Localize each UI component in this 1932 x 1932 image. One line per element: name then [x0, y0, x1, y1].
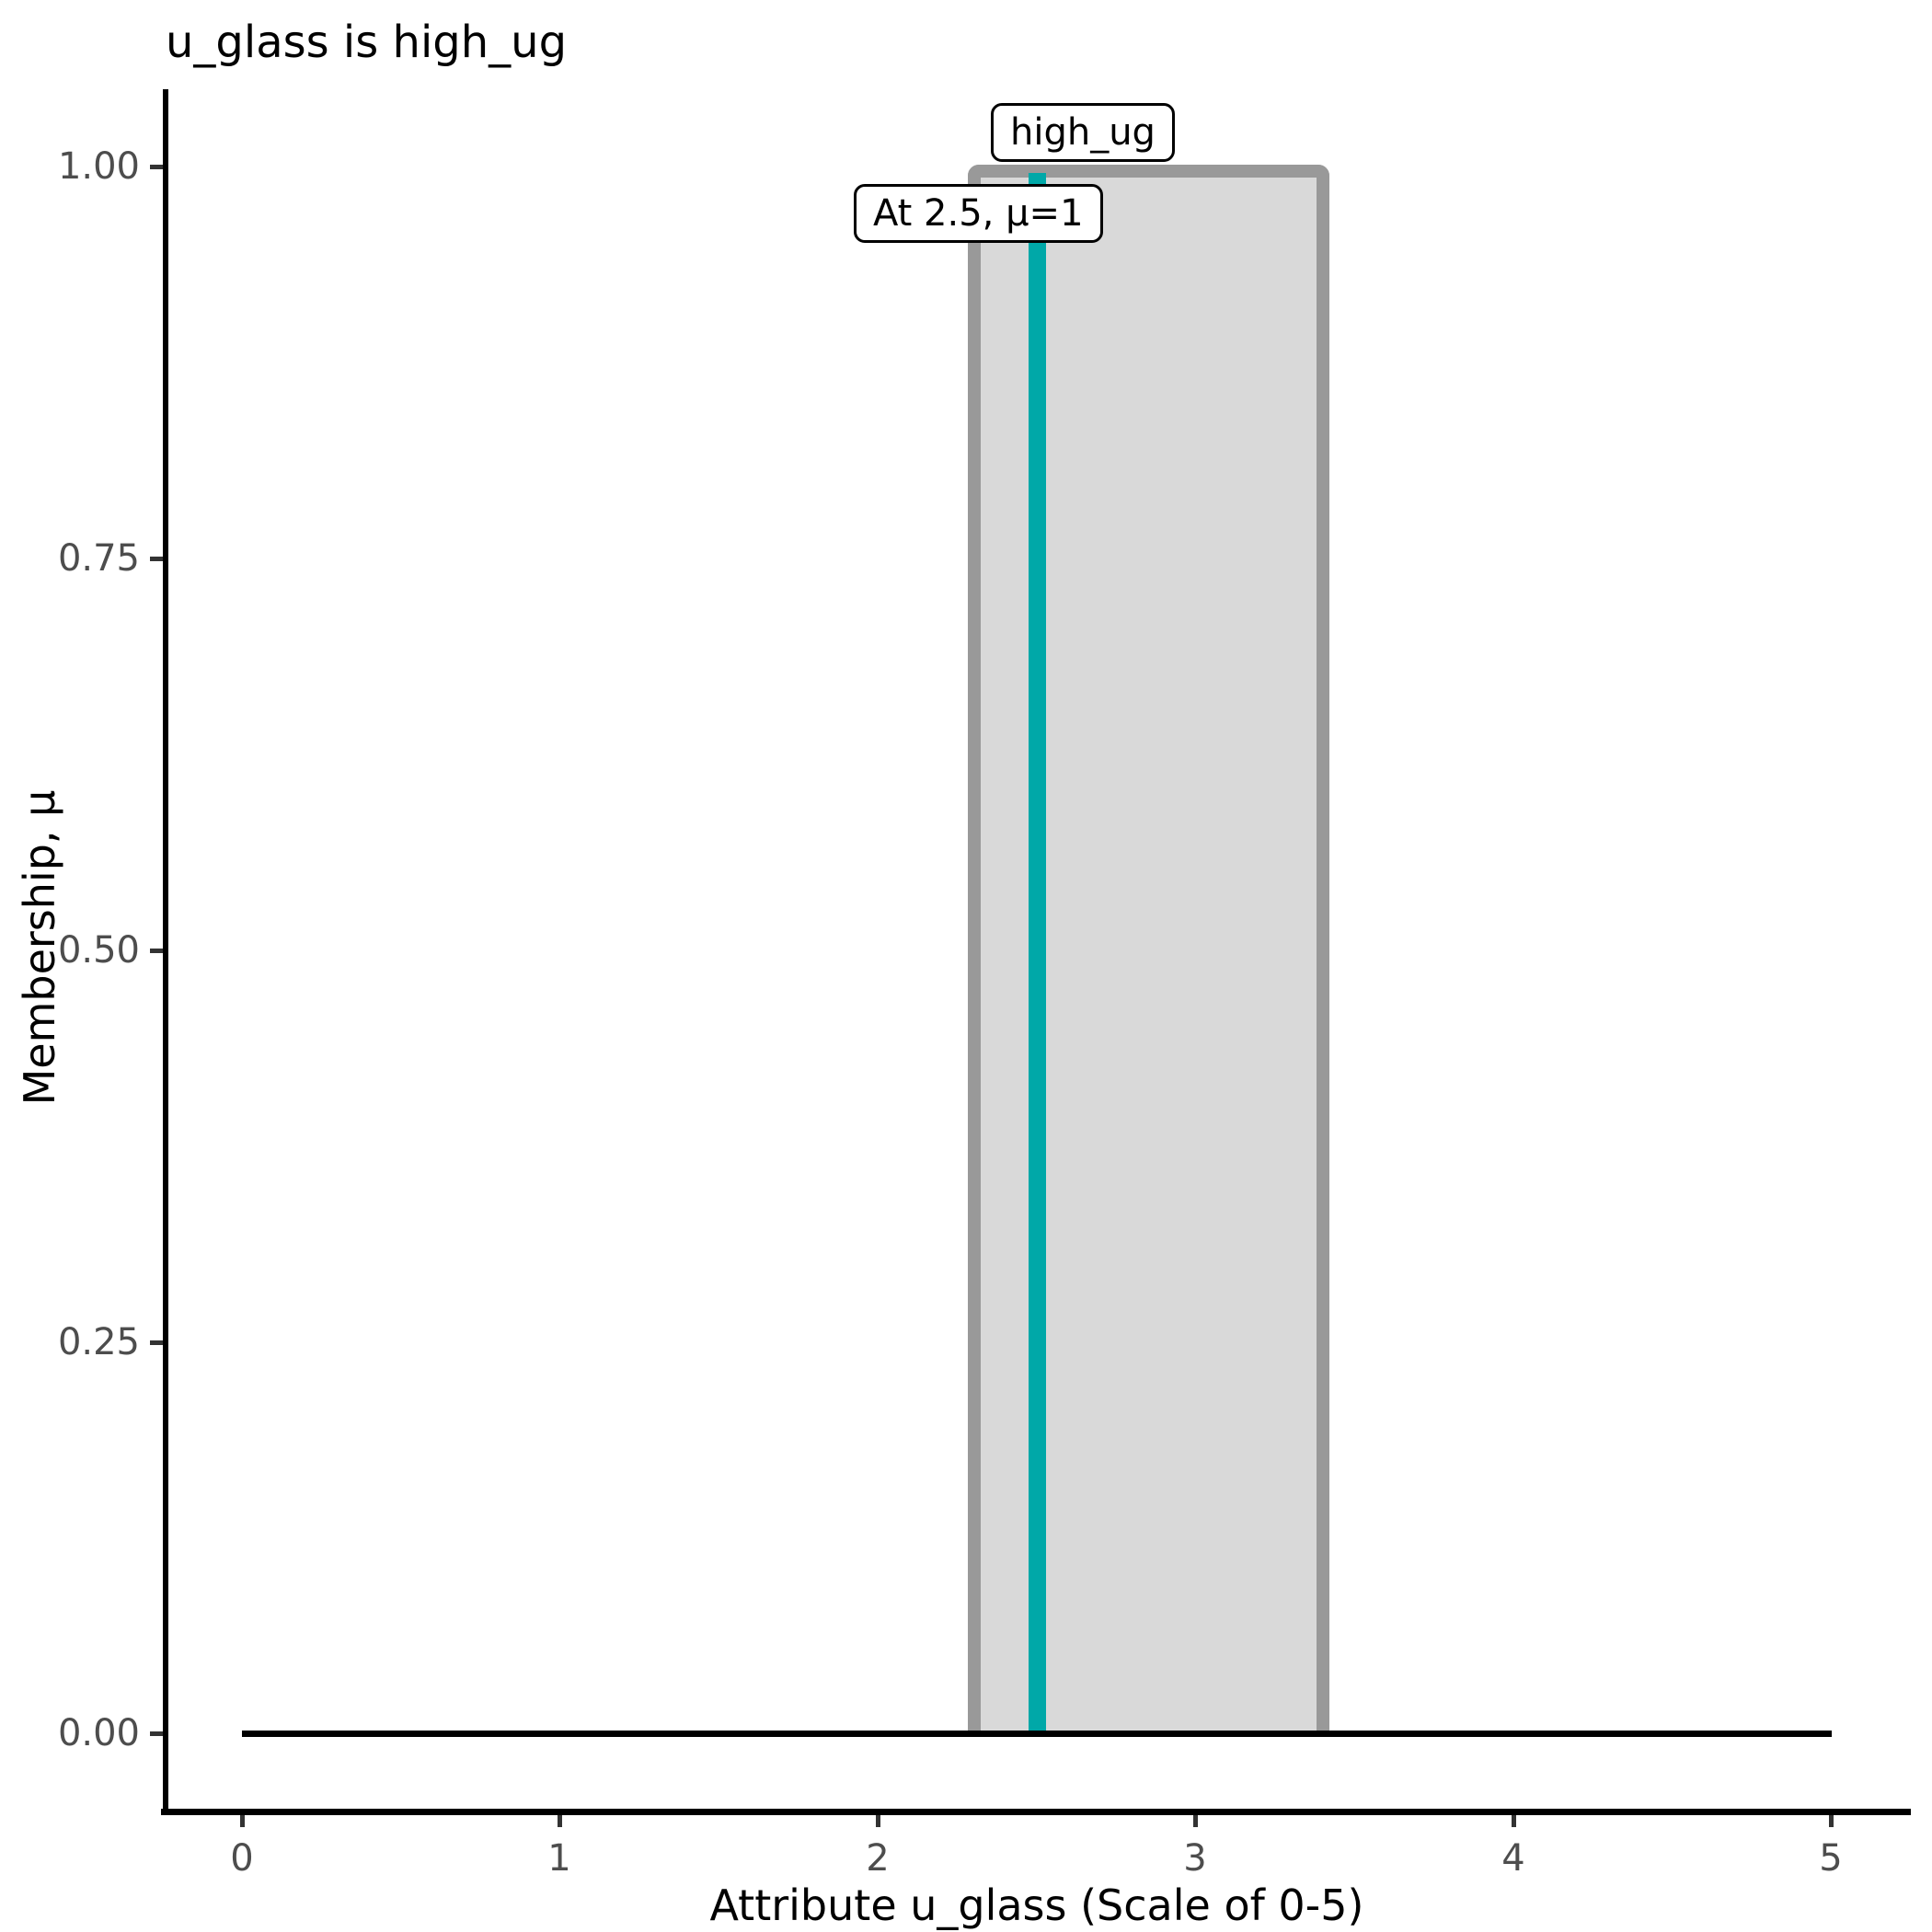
- y-tick-label: 1.00: [57, 145, 140, 188]
- x-tick-label: 2: [866, 1837, 890, 1880]
- input-value-line: [1029, 173, 1046, 1731]
- x-tick-label: 0: [230, 1837, 254, 1880]
- x-axis-title: Attribute u_glass (Scale of 0-5): [709, 1880, 1364, 1930]
- plot-title: u_glass is high_ug: [166, 17, 568, 68]
- y-tick-mark-0.25: [150, 1340, 163, 1345]
- x-tick-mark-5: [1829, 1815, 1834, 1827]
- y-tick-label: 0.25: [57, 1321, 140, 1363]
- x-tick-mark-2: [876, 1815, 880, 1827]
- x-axis-line: [161, 1809, 1911, 1815]
- x-tick-mark-3: [1193, 1815, 1198, 1827]
- x-tick-mark-4: [1512, 1815, 1516, 1827]
- y-tick-label: 0.00: [57, 1712, 140, 1754]
- x-tick-mark-1: [558, 1815, 562, 1827]
- x-tick-label: 1: [547, 1837, 571, 1880]
- membership-baseline: [242, 1731, 1832, 1737]
- x-tick-label: 5: [1819, 1837, 1843, 1880]
- y-tick-mark-1.00: [150, 165, 163, 169]
- x-tick-label: 4: [1501, 1837, 1525, 1880]
- membership-value-callout: At 2.5, μ=1: [854, 184, 1103, 243]
- y-tick-mark-0.00: [150, 1731, 163, 1736]
- set-name-callout: high_ug: [991, 103, 1175, 162]
- y-tick-mark-0.50: [150, 949, 163, 953]
- y-tick-label: 0.50: [57, 929, 140, 972]
- x-tick-label: 3: [1183, 1837, 1207, 1880]
- y-tick-label: 0.75: [57, 537, 140, 580]
- membership-region-high-ug: [968, 165, 1329, 1733]
- y-tick-mark-0.75: [150, 557, 163, 561]
- y-axis-line: [163, 89, 168, 1815]
- x-tick-mark-0: [240, 1815, 245, 1827]
